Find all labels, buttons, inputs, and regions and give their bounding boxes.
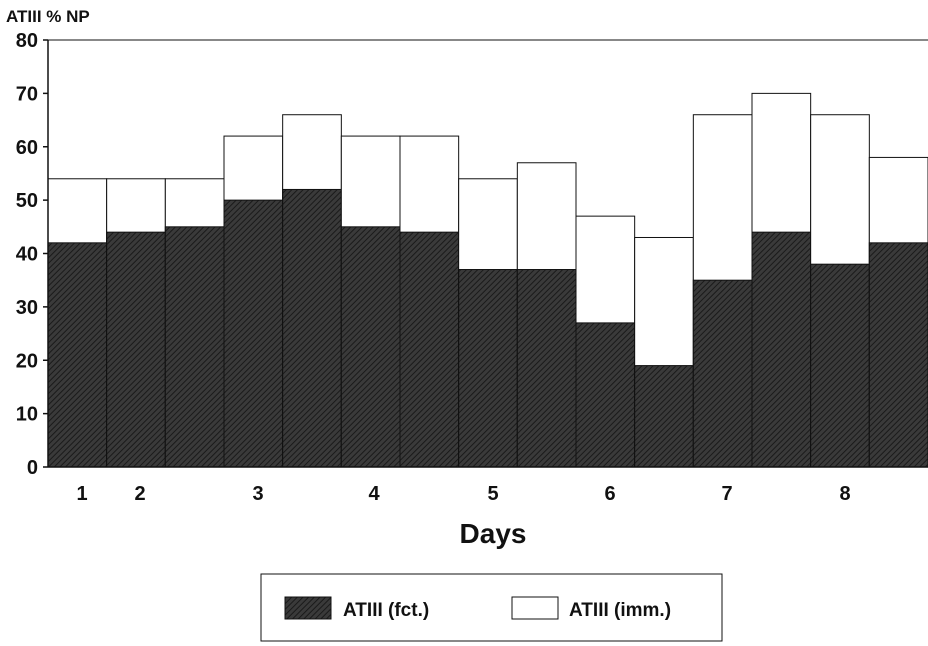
x-axis-title: Days (460, 518, 527, 549)
y-tick-label: 40 (16, 244, 38, 266)
bar-fct (399, 231, 460, 468)
y-tick-label: 50 (16, 190, 38, 212)
legend-swatch-imm (511, 596, 559, 620)
bar-fct (692, 279, 753, 468)
x-tick-label: 7 (721, 483, 732, 505)
bar-fct (634, 365, 694, 468)
y-axis-title: ATIII % NP (6, 7, 90, 26)
y-tick-label: 30 (16, 297, 38, 319)
x-tick-label: 2 (134, 483, 145, 505)
bar-fct (458, 269, 518, 468)
bar-fct (340, 226, 401, 468)
bar-fct (810, 263, 870, 468)
bars-group (47, 92, 928, 468)
y-tick-label: 80 (16, 30, 38, 52)
bar-fct (868, 242, 928, 468)
x-tick-label: 6 (604, 483, 615, 505)
legend-label-fct: ATIII (fct.) (343, 600, 429, 621)
x-tick-label: 8 (839, 483, 850, 505)
bar-fct (223, 199, 284, 468)
bar-fct (164, 226, 225, 468)
x-tick-label: 3 (252, 483, 263, 505)
bar-fct (47, 242, 108, 468)
legend: ATIII (fct.) ATIII (imm.) (260, 573, 723, 642)
bar-fct (106, 231, 166, 468)
x-tick-label: 5 (487, 483, 498, 505)
y-tick-label: 10 (16, 404, 38, 426)
x-tick-label: 4 (368, 483, 380, 505)
y-axis-ticks: 0 10 20 30 40 50 60 70 80 (16, 30, 48, 479)
y-tick-label: 60 (16, 137, 38, 159)
bar-fct (575, 322, 636, 468)
x-tick-label: 1 (76, 483, 87, 505)
bar-fct (516, 269, 577, 468)
legend-swatch-fct (284, 596, 332, 620)
bar-fct (751, 231, 812, 468)
legend-label-imm: ATIII (imm.) (569, 600, 671, 621)
y-tick-label: 20 (16, 350, 38, 372)
bar-fct (282, 188, 342, 468)
x-axis-ticks: 1 2 3 4 5 6 7 8 (76, 483, 850, 505)
y-tick-label: 0 (27, 457, 38, 479)
legend-box (260, 573, 723, 642)
y-tick-label: 70 (16, 83, 38, 105)
